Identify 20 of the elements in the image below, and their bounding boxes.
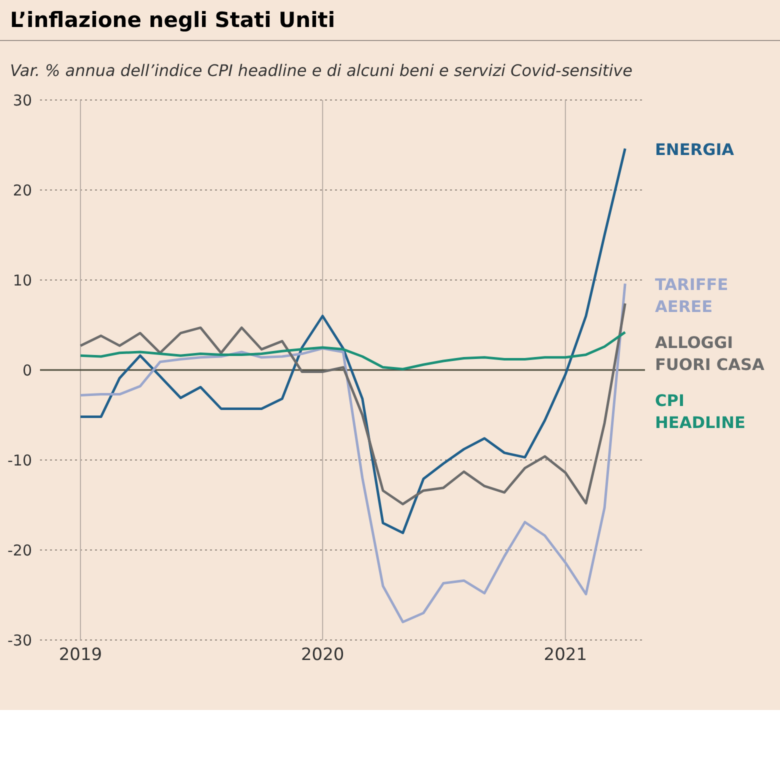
line-series	[79, 330, 626, 370]
x-tick-label: 2019	[58, 645, 102, 666]
text: CPI HEADLINE	[655, 390, 746, 434]
y-tick-label: -20	[8, 541, 32, 560]
y-tick-label: 10	[12, 271, 32, 290]
line-series	[79, 147, 626, 534]
chart-subtitle: Var. % annua dell’indice CPI headline e di alcuni beni e servizi Covid-sensitive	[9, 60, 634, 80]
line-series	[79, 282, 626, 624]
x-tick-label: 2021	[544, 645, 588, 666]
text: ALLOGGI FUORI CASA	[655, 332, 766, 376]
line-series	[79, 302, 626, 506]
y-tick-label: -10	[8, 451, 32, 470]
chart-title: L’inflazione negli Stati Uniti	[0, 4, 780, 41]
x-tick-label: 2020	[300, 645, 344, 666]
series-label: ENERGIA	[655, 138, 736, 161]
y-tick-label: 30	[12, 91, 32, 110]
y-tick-label: 20	[12, 181, 32, 200]
y-tick-label: 0	[22, 361, 32, 380]
series-label: TARIFFE AEREE	[655, 274, 730, 318]
y-tick-label: -30	[8, 631, 32, 650]
